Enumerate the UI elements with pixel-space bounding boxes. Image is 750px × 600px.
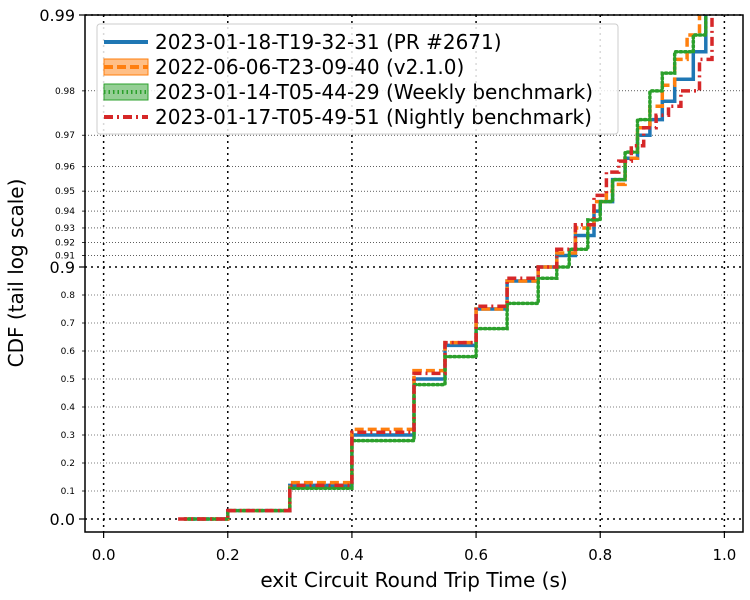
y-minor-tick-label: 0.6 xyxy=(61,347,76,357)
x-axis-title: exit Circuit Round Trip Time (s) xyxy=(260,568,567,592)
y-major-tick-label: 0.0 xyxy=(50,510,75,529)
y-minor-tick-label: 0.8 xyxy=(61,291,76,301)
y-minor-tick-label: 0.98 xyxy=(55,87,75,97)
y-minor-tick-label: 0.1 xyxy=(61,487,75,497)
y-minor-tick-label: 0.93 xyxy=(55,224,75,234)
y-minor-tick-label: 0.96 xyxy=(55,163,75,173)
x-tick-label: 0.4 xyxy=(340,546,364,564)
y-minor-tick-label: 0.97 xyxy=(55,131,75,141)
legend-label-1: 2023-01-18-T19-32-31 (PR #2671) xyxy=(155,30,502,54)
y-minor-tick-label: 0.95 xyxy=(55,187,75,197)
legend-label-3: 2023-01-14-T05-44-29 (Weekly benchmark) xyxy=(155,80,593,104)
y-minor-tick-label: 0.2 xyxy=(61,459,75,469)
x-tick-label: 0.0 xyxy=(92,546,116,564)
series-lines xyxy=(178,13,714,521)
legend-box xyxy=(96,23,619,135)
y-minor-tick-label: 0.7 xyxy=(61,319,75,329)
y-minor-tick-label: 0.91 xyxy=(55,251,75,261)
y-minor-tick-label: 0.4 xyxy=(61,403,76,413)
x-tick-label: 0.2 xyxy=(216,546,240,564)
legend-label-4: 2023-01-17-T05-49-51 (Nightly benchmark) xyxy=(155,105,592,129)
y-minor-tick-label: 0.3 xyxy=(61,431,75,441)
y-minor-tick-label: 0.92 xyxy=(55,239,75,249)
series-line-1 xyxy=(184,15,708,521)
legend-label-2: 2022-06-06-T23-09-40 (v2.1.0) xyxy=(155,55,464,79)
axis-ticks: 0.0 0.2 0.4 0.6 0.8 1.0 0.0 0.9 0.99 0.1 0.2 0.3 0.4… xyxy=(39,6,736,564)
y-minor-tick-label: 0.94 xyxy=(55,207,75,217)
series-line-4 xyxy=(178,15,714,521)
plot-frame xyxy=(84,14,744,533)
legend: 2023-01-18-T19-32-31 (PR #2671)2022-06-0… xyxy=(96,23,619,135)
y-minor-tick-label: 0.5 xyxy=(61,375,75,385)
x-tick-label: 0.8 xyxy=(588,546,612,564)
x-tick-label: 0.6 xyxy=(464,546,488,564)
y-axis-title: CDF (tail log scale) xyxy=(4,179,28,368)
x-tick-label: 1.0 xyxy=(712,546,736,564)
y-major-tick-label: 0.9 xyxy=(50,258,75,277)
y-major-tick-label: 0.99 xyxy=(39,6,75,25)
